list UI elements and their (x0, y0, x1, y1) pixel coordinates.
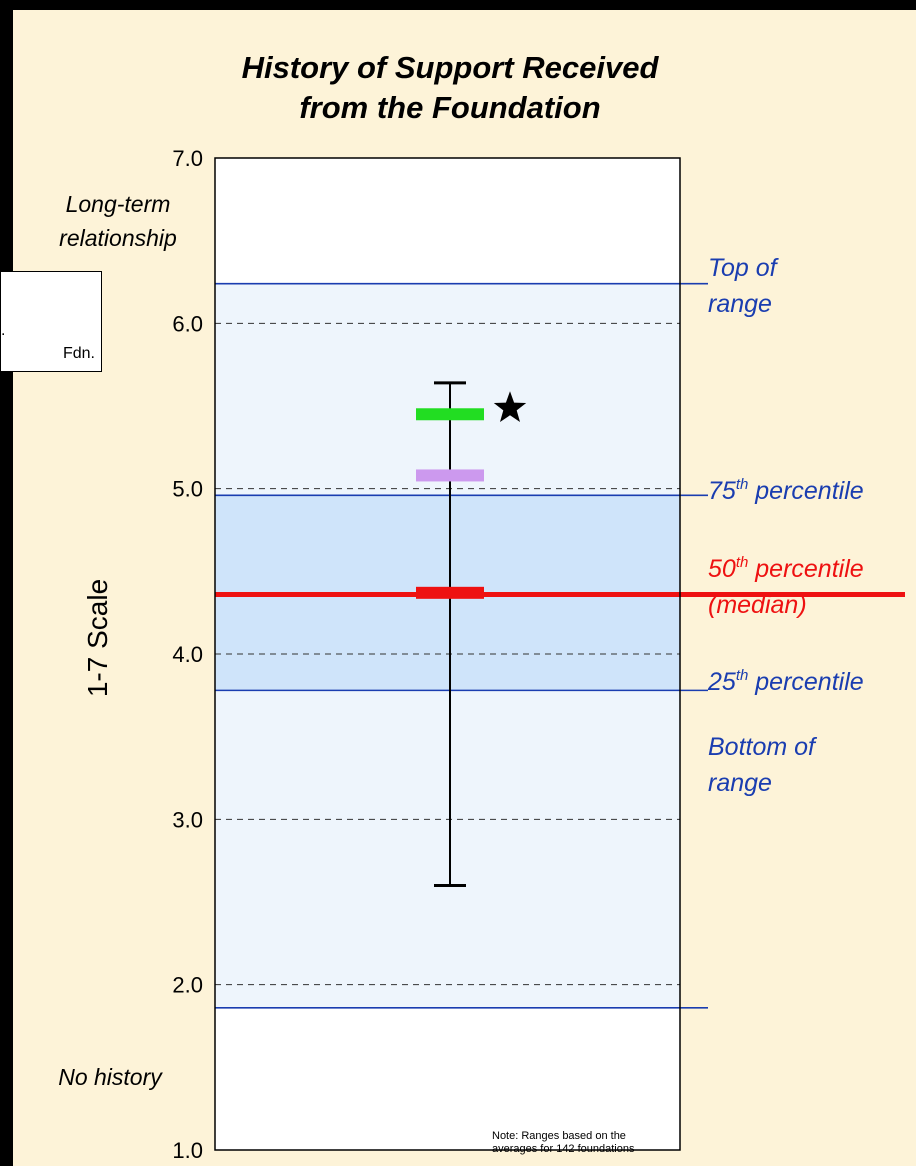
range-label-p25-number: 25 (707, 668, 736, 696)
note-text: averages for 142 foundations (492, 1143, 635, 1155)
range-label-p75: 75th percentile (708, 476, 864, 505)
star-icon (493, 391, 527, 422)
range-label-bottom: Bottom of (708, 733, 818, 761)
range-label-top: range (708, 290, 772, 318)
note-text: Note: Ranges based on the (492, 1130, 626, 1142)
range-label-median-text: percentile (748, 555, 863, 583)
y-axis-label: 1-7 Scale (82, 579, 113, 697)
chart-title-line: from the Foundation (299, 90, 600, 125)
range-label-p25: 25th percentile (707, 667, 864, 696)
range-label-p25-text: percentile (748, 668, 863, 696)
anchor-label-top: Long-term (66, 191, 171, 217)
y-tick-label: 3.0 (172, 807, 203, 832)
y-tick-label: 4.0 (172, 642, 203, 667)
range-label-bottom: range (708, 769, 772, 797)
range-label-median-number: 50 (708, 555, 736, 583)
y-tick-label: 2.0 (172, 973, 203, 998)
y-tick-label: 7.0 (172, 146, 203, 171)
y-tick-label: 1.0 (172, 1138, 203, 1163)
marker-bar (416, 586, 484, 599)
y-tick-label: 5.0 (172, 477, 203, 502)
anchor-label-bottom: No history (58, 1064, 163, 1090)
range-label-median: 50th percentile (708, 554, 864, 583)
chart-title: History of Support Received from the Foun… (242, 50, 660, 125)
legend-dot: . (1, 322, 6, 339)
range-label-p75-text: percentile (748, 477, 863, 505)
range-label-median-sup: th (736, 554, 749, 571)
range-label-median-line2: (median) (708, 591, 807, 619)
anchor-label-top: relationship (59, 225, 177, 251)
marker-bar (416, 408, 484, 421)
plot-border (214, 157, 681, 1151)
legend-box: . Fdn. (0, 271, 102, 372)
range-label-p75-number: 75 (708, 477, 736, 505)
y-tick-label: 6.0 (172, 311, 203, 336)
chart-title-line: History of Support Received (242, 50, 660, 85)
range-label-p25-sup: th (736, 667, 749, 684)
range-label-p75-sup: th (736, 476, 749, 493)
marker-bar (416, 469, 484, 482)
legend-item-text: Fdn. (62, 345, 95, 362)
range-label-top: Top of (708, 254, 780, 282)
